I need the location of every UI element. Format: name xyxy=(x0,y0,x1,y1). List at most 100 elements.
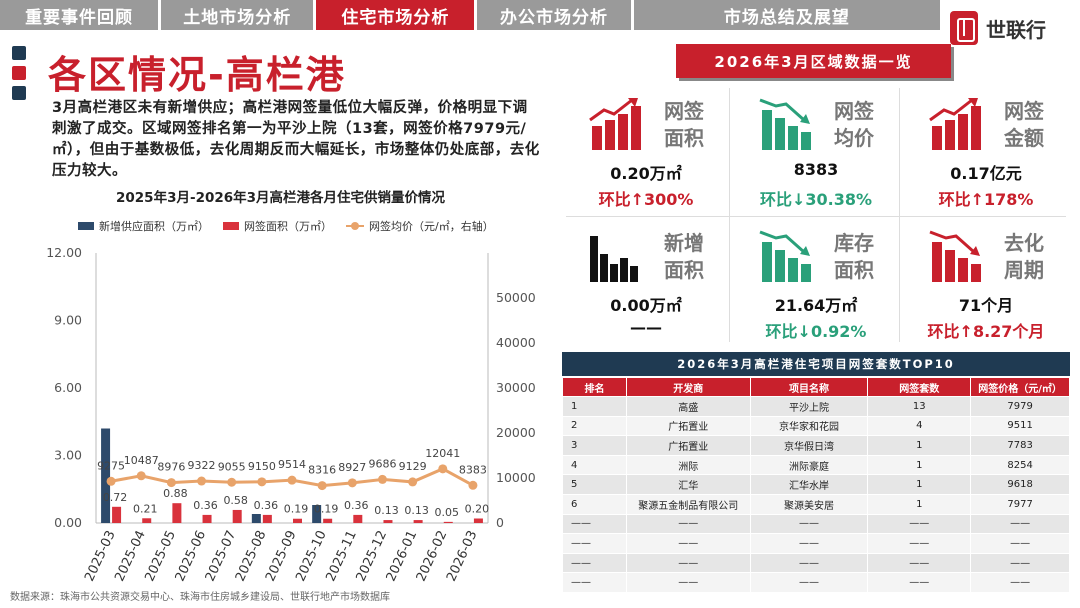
x-tick-label: 2026-03 xyxy=(444,528,481,584)
table-cell: 4 xyxy=(867,415,972,437)
table-cell: —— xyxy=(749,552,869,574)
table-title: 2026年3月高栏港住宅项目网签套数TOP10 xyxy=(562,352,1070,376)
table-row: 6 聚源五金制品有限公司 聚源美安居 1 7977 xyxy=(562,493,1070,515)
signed-area-label: 0.36 xyxy=(254,499,279,512)
stat-tile-value: 21.64万㎡ xyxy=(774,296,858,315)
stat-tile: 网签 金额 0.17亿元 环比↑178% xyxy=(902,90,1070,214)
table-cell: 13 xyxy=(867,396,972,417)
supply-bar xyxy=(101,428,111,523)
signed-area-bar xyxy=(202,514,212,523)
table-cell: 洲际豪庭 xyxy=(749,454,869,476)
signed-area-bar xyxy=(473,518,483,523)
table-cell: 1 xyxy=(867,435,972,456)
stat-tile-label-line2: 周期 xyxy=(1004,258,1044,282)
table-cell: 汇华水岸 xyxy=(749,474,869,495)
avg-price-label: 8383 xyxy=(459,463,487,476)
table-body: 1 高盛 平沙上院 13 7979 2 广拓置业 京华家和花园 4 9511 3 广拓置业 京华假日湾 1… xyxy=(562,396,1070,593)
table-row: 5 汇华 汇华水岸 1 9618 xyxy=(562,474,1070,495)
signed-area-label: 0.72 xyxy=(103,491,128,504)
table-cell: 8254 xyxy=(970,454,1070,476)
table-row: —— —— —— —— —— xyxy=(562,513,1070,535)
table-cell: 广拓置业 xyxy=(625,415,751,437)
right-tick-label: 0 xyxy=(496,515,504,530)
tile-divider-v2 xyxy=(899,88,900,342)
table-cell: 广拓置业 xyxy=(625,435,751,456)
table-cell: 1 xyxy=(867,454,972,476)
stat-tile-value: 0.17亿元 xyxy=(950,164,1022,183)
table-header-cell: 网签套数 xyxy=(867,377,972,397)
chart-legend: 新增供应面积（万㎡） 网签面积（万㎡） 网签均价（元/㎡，右轴） xyxy=(78,218,494,234)
stat-tile-label-line1: 去化 xyxy=(1004,231,1044,255)
avg-price-point xyxy=(136,471,146,481)
tab-key-events[interactable]: 重要事件回顾 xyxy=(0,0,159,30)
table-cell: —— xyxy=(562,552,627,574)
stat-tile: 网签 面积 0.20万㎡ 环比↑300% xyxy=(562,90,730,214)
signed-area-label: 0.36 xyxy=(193,499,218,512)
table-cell: 1 xyxy=(867,474,972,495)
signed-area-bar xyxy=(323,518,333,523)
table-cell: —— xyxy=(625,513,751,535)
stat-tile-label: 网签 金额 xyxy=(994,98,1054,152)
right-tick-label: 30000 xyxy=(496,380,536,395)
legend-avg-price-swatch xyxy=(346,222,364,230)
table-cell: 洲际 xyxy=(625,454,751,476)
signed-area-bar xyxy=(413,520,423,523)
signed-area-label: 0.13 xyxy=(374,504,399,517)
right-tick-label: 20000 xyxy=(496,425,536,440)
signed-area-bar xyxy=(142,518,152,523)
table-row: —— —— —— —— —— xyxy=(562,552,1070,574)
stat-tile-value: 71个月 xyxy=(958,296,1014,315)
legend-supply-swatch xyxy=(78,222,94,230)
signed-area-label: 0.20 xyxy=(465,503,490,516)
table-cell: 4 xyxy=(562,454,627,476)
bar-chart-down-icon xyxy=(758,228,814,284)
legend-avg-price: 网签均价（元/㎡，右轴） xyxy=(346,218,494,234)
top-nav: 重要事件回顾 土地市场分析 住宅市场分析 办公市场分析 市场总结及展望 xyxy=(0,0,941,34)
signed-area-label: 0.19 xyxy=(284,503,309,516)
avg-price-label: 8316 xyxy=(308,464,336,477)
tab-market-summary[interactable]: 市场总结及展望 xyxy=(633,0,941,30)
table-cell: 9618 xyxy=(970,474,1070,495)
bar-chart-up-icon xyxy=(588,96,644,152)
left-tick-label: 12.00 xyxy=(46,245,82,260)
avg-price-point xyxy=(408,477,418,487)
signed-area-label: 0.36 xyxy=(344,499,369,512)
table-cell: 2 xyxy=(562,415,627,437)
table-row: —— —— —— —— —— xyxy=(562,572,1070,593)
table-cell: —— xyxy=(625,552,751,574)
table-header-row: 排名 开发商 项目名称 网签套数 网签价格（元/㎡） xyxy=(562,377,1070,397)
signed-area-label: 0.19 xyxy=(314,503,339,516)
stat-tile: 库存 面积 21.64万㎡ 环比↓0.92% xyxy=(732,222,900,346)
avg-price-label: 9322 xyxy=(188,459,216,472)
avg-price-point xyxy=(287,475,297,485)
stat-tile-label-line2: 面积 xyxy=(834,258,874,282)
table-cell: 聚源美安居 xyxy=(749,493,869,515)
table-cell: —— xyxy=(625,572,751,593)
table-header-cell: 开发商 xyxy=(625,377,751,397)
signed-area-bar xyxy=(293,518,302,523)
avg-price-point xyxy=(257,477,267,487)
stat-tile-label: 网签 面积 xyxy=(654,98,714,152)
tab-office-market[interactable]: 办公市场分析 xyxy=(477,0,631,30)
tab-land-market[interactable]: 土地市场分析 xyxy=(161,0,314,30)
avg-price-point xyxy=(106,476,116,486)
supply-bar xyxy=(312,505,322,523)
stat-tile-change: 环比↓0.92% xyxy=(765,322,867,341)
table-cell: 汇华 xyxy=(625,474,751,495)
table-cell: —— xyxy=(562,513,627,535)
table-cell: —— xyxy=(562,572,627,593)
table-header-cell: 项目名称 xyxy=(749,377,869,397)
title-square-1 xyxy=(12,46,26,60)
stat-tile-change: 环比↑8.27个月 xyxy=(927,322,1045,341)
table-cell: 聚源五金制品有限公司 xyxy=(625,493,751,515)
stat-tile-label-line2: 面积 xyxy=(664,258,704,282)
table-header-cell: 排名 xyxy=(562,377,627,397)
brand-logo-icon xyxy=(950,11,978,45)
signed-area-bar xyxy=(112,506,122,523)
tab-residential-market[interactable]: 住宅市场分析 xyxy=(316,0,475,30)
legend-supply: 新增供应面积（万㎡） xyxy=(78,218,209,234)
avg-price-point xyxy=(347,478,357,488)
summary-text: 3月高栏港区未有新增供应；高栏港网签量低位大幅反弹，价格明显下调刺激了成交。区域… xyxy=(52,100,540,179)
chart-title: 2025年3月-2026年3月高栏港各月住宅供销量价情况 xyxy=(116,190,446,206)
stat-tile-label-line2: 金额 xyxy=(1004,126,1044,150)
